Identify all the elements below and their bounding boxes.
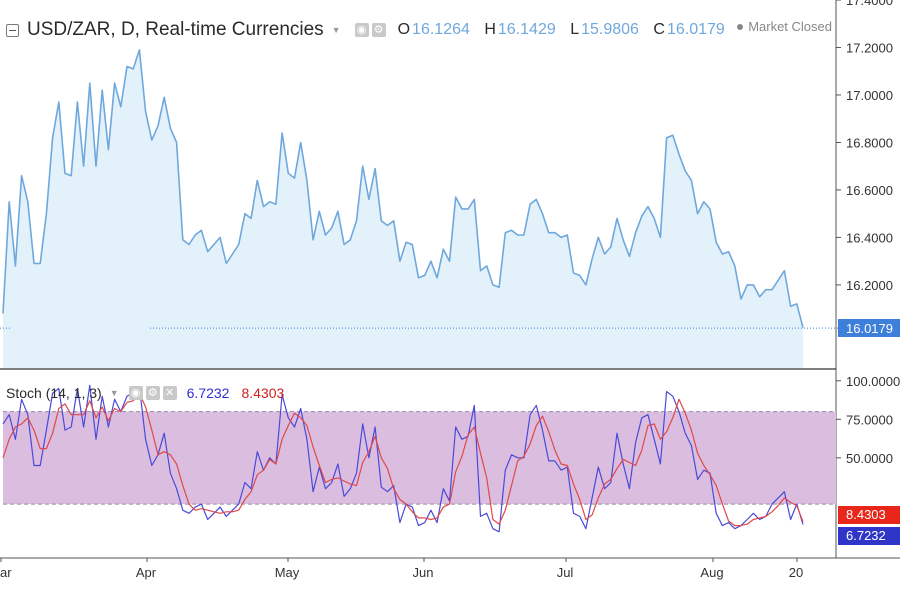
- high-value: 16.1429: [497, 21, 556, 38]
- low-label: L: [570, 21, 580, 38]
- stoch-d-value: 8.4303: [241, 385, 285, 401]
- price-tick-label: 17.2000: [846, 40, 893, 55]
- symbol-legend: USD/ZAR, D, Real-time Currencies ▼ ◉ ⚙ O…: [6, 17, 735, 43]
- collapse-legend-button[interactable]: [6, 23, 19, 37]
- close-label: C: [653, 21, 665, 38]
- eye-icon[interactable]: ◉: [354, 23, 369, 37]
- gear-icon[interactable]: ⚙: [371, 23, 386, 37]
- time-tick-label: Jun: [413, 565, 434, 580]
- price-pane[interactable]: [0, 49, 846, 369]
- symbol-title[interactable]: USD/ZAR, D, Real-time Currencies: [27, 19, 324, 40]
- open-label: O: [397, 21, 411, 38]
- stoch-k-value: 6.7232: [186, 385, 230, 401]
- ohlc-values: O 16.1264 H 16.1429 L 15.9806 C 16.0179: [398, 21, 735, 39]
- price-tick-label: 16.8000: [846, 135, 893, 150]
- indicator-close-icon[interactable]: ✕: [162, 386, 177, 400]
- price-tick-label: 17.0000: [846, 88, 893, 103]
- price-tick-label: 17.4000: [846, 0, 893, 8]
- stochastic-pane[interactable]: [2, 384, 836, 533]
- indicator-chevron-down-icon[interactable]: ▼: [109, 388, 119, 398]
- overbought-oversold-band: [3, 411, 836, 505]
- indicator-eye-icon[interactable]: ◉: [128, 386, 143, 400]
- low-value: 15.9806: [581, 21, 639, 38]
- stoch-tick-label: 50.0000: [846, 451, 893, 466]
- high-label: H: [484, 21, 496, 38]
- price-tick-label: 16.4000: [846, 230, 893, 245]
- stoch-tick-label: 75.0000: [846, 412, 893, 427]
- price-tick-label: 16.2000: [846, 278, 893, 293]
- open-value: 16.1264: [412, 21, 470, 38]
- time-tick-label: 20: [789, 565, 803, 580]
- time-tick-label: Apr: [136, 565, 157, 580]
- axes: 16.2000 16.4000 16.6000 16.8000 17.0000 17.20…: [0, 0, 900, 580]
- stoch-tick-label: 100.0000: [846, 374, 900, 389]
- minus-icon: [9, 29, 16, 31]
- price-area-fill: [3, 49, 803, 369]
- chevron-down-icon[interactable]: ▼: [331, 25, 341, 35]
- time-tick-label: Aug: [700, 565, 723, 580]
- indicator-legend: Stoch (14, 1, 3) ▼ ◉ ⚙ ✕ 6.7232 8.4303: [6, 382, 284, 404]
- time-tick-label: May: [275, 565, 300, 580]
- close-value: 16.0179: [666, 21, 725, 38]
- price-line: [2, 49, 804, 328]
- indicator-title[interactable]: Stoch (14, 1, 3): [6, 385, 102, 401]
- indicator-gear-icon[interactable]: ⚙: [145, 386, 160, 400]
- time-tick-label: Jul: [557, 565, 574, 580]
- price-tick-label: 16.6000: [846, 183, 893, 198]
- time-tick-label: ar: [0, 565, 12, 580]
